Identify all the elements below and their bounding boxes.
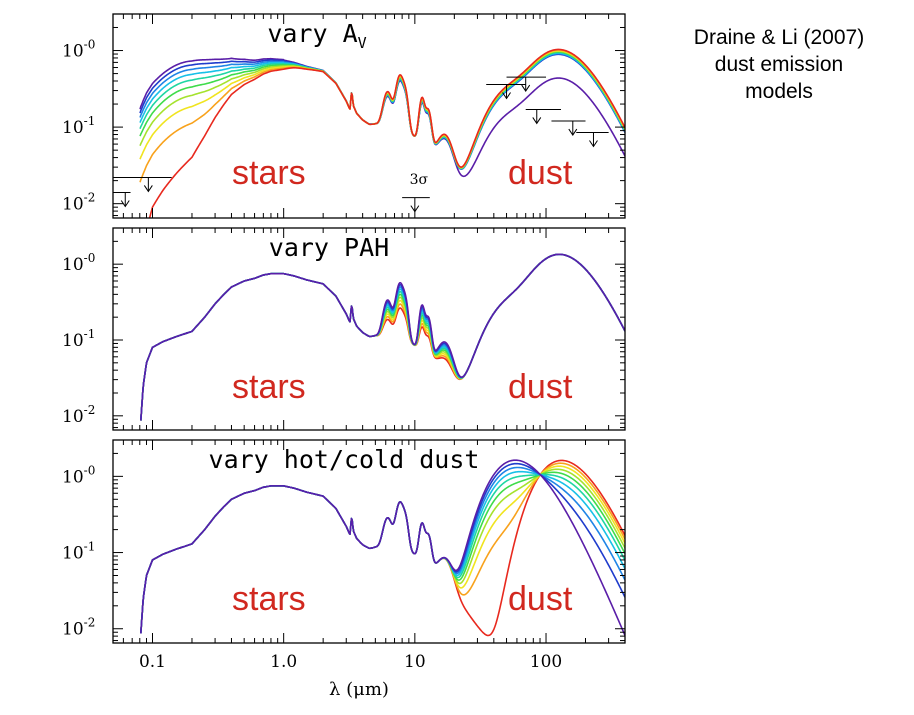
y-tick-label: 10-2 bbox=[62, 616, 95, 640]
stars-label: stars bbox=[232, 580, 306, 618]
y-tick-label-base: 10 bbox=[62, 42, 84, 62]
dust-label: dust bbox=[508, 368, 573, 406]
panel-curves bbox=[139, 253, 625, 421]
panel-title-main: vary hot/cold dust bbox=[209, 445, 480, 474]
upper-limit-arrow-head bbox=[143, 185, 153, 193]
y-tick-label-base: 10 bbox=[62, 118, 84, 138]
annotation-line-3: models bbox=[745, 80, 813, 103]
model-curve-10 bbox=[139, 253, 625, 421]
stars-label: stars bbox=[232, 154, 306, 192]
sigma-label: 3σ bbox=[410, 172, 429, 188]
y-tick-label-base: 10 bbox=[62, 467, 84, 487]
y-tick-label-exp: -0 bbox=[84, 251, 96, 265]
panel-title: vary PAH bbox=[269, 233, 389, 262]
y-tick-label: 10-1 bbox=[62, 327, 95, 351]
y-tick-label-exp: -1 bbox=[84, 114, 96, 128]
y-tick-label: 10-0 bbox=[62, 463, 95, 487]
x-axis-label: λ (μm) bbox=[329, 679, 389, 700]
upper-limit bbox=[402, 197, 430, 213]
y-tick-label-base: 10 bbox=[62, 331, 84, 351]
upper-limit-arrow-head bbox=[410, 205, 420, 213]
dust-label: dust bbox=[508, 154, 573, 192]
model-curve-10 bbox=[148, 48, 625, 218]
upper-limit-arrow-head bbox=[521, 84, 531, 92]
upper-limit bbox=[113, 191, 131, 208]
upper-limit bbox=[506, 76, 547, 92]
x-tick-label: 0.1 bbox=[139, 652, 166, 672]
upper-limit bbox=[576, 132, 609, 148]
upper-limit bbox=[113, 176, 172, 193]
panel-title: vary hot/cold dust bbox=[209, 445, 480, 474]
upper-limit bbox=[525, 108, 561, 125]
x-tick-label: 1.0 bbox=[270, 652, 297, 672]
y-tick-label-exp: -2 bbox=[84, 616, 96, 630]
y-tick-label-exp: -0 bbox=[84, 463, 96, 477]
y-tick-label: 10-0 bbox=[62, 38, 95, 62]
model-curve-10 bbox=[139, 459, 625, 636]
y-tick-label-exp: -2 bbox=[84, 403, 96, 417]
stars-label: stars bbox=[232, 368, 306, 406]
y-tick-label-base: 10 bbox=[62, 195, 84, 215]
upper-limit-arrow-head bbox=[120, 200, 130, 208]
y-tick-label-base: 10 bbox=[62, 620, 84, 640]
panel-curves bbox=[139, 48, 625, 218]
annotation-line-1: Draine & Li (2007) bbox=[693, 26, 865, 49]
x-tick-label: 10 bbox=[404, 652, 426, 672]
panel-frame bbox=[112, 439, 626, 644]
y-tick-label: 10-2 bbox=[62, 191, 95, 215]
panel-title-sub: V bbox=[358, 34, 367, 52]
y-tick-label: 10-1 bbox=[62, 114, 95, 138]
y-tick-label-exp: -2 bbox=[84, 191, 96, 205]
annotation-line-2: dust emission bbox=[714, 53, 844, 76]
upper-limit-arrow-head bbox=[532, 117, 542, 125]
y-tick-label: 10-1 bbox=[62, 540, 95, 564]
panel-frame bbox=[112, 227, 626, 431]
upper-limit-arrow-head bbox=[589, 140, 598, 148]
y-tick-label-base: 10 bbox=[62, 407, 84, 427]
panel-title-main: vary PAH bbox=[269, 233, 389, 262]
x-tick-label: 100 bbox=[530, 652, 562, 672]
upper-limit bbox=[486, 84, 526, 100]
panel-curves bbox=[139, 459, 625, 637]
panel-title-main: vary A bbox=[267, 19, 357, 48]
upper-limit-arrow-head bbox=[502, 92, 511, 100]
y-tick-label-exp: -1 bbox=[84, 327, 96, 341]
y-tick-label-base: 10 bbox=[62, 255, 84, 275]
y-tick-label: 10-2 bbox=[62, 403, 95, 427]
upper-limit bbox=[551, 120, 586, 136]
y-tick-label: 10-0 bbox=[62, 251, 95, 275]
upper-limit-arrow-head bbox=[568, 128, 578, 136]
panel-title: vary AV bbox=[267, 19, 366, 52]
model-annotation: Draine & Li (2007) dust emission models bbox=[648, 24, 910, 105]
y-tick-label-exp: -0 bbox=[84, 38, 96, 52]
y-tick-label-exp: -1 bbox=[84, 540, 96, 554]
y-tick-label-base: 10 bbox=[62, 544, 84, 564]
panel-frame bbox=[112, 13, 626, 219]
dust-label: dust bbox=[508, 580, 573, 618]
